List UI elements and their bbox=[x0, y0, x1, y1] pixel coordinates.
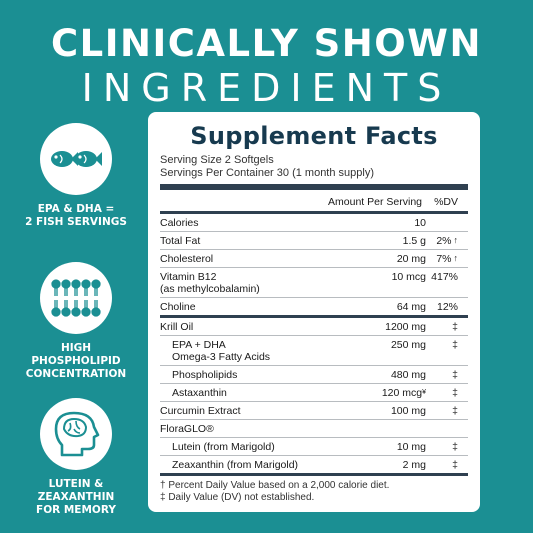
table-row: Cholesterol 20 mg 7% ↑ bbox=[160, 250, 468, 268]
dagger-mark: ↑ bbox=[453, 252, 459, 263]
headline-line1: CLINICALLY SHOWN bbox=[51, 22, 482, 65]
feature-lutein: LUTEIN & ZEAXANTHIN FOR MEMORY bbox=[20, 398, 132, 517]
divider bbox=[160, 211, 468, 214]
feature-caption: LUTEIN & ZEAXANTHIN FOR MEMORY bbox=[36, 478, 116, 516]
header-amount: Amount Per Serving bbox=[328, 196, 422, 208]
table-row: Curcumin Extract 100 mg ‡ bbox=[160, 402, 468, 420]
table-row: Calories 10 bbox=[160, 214, 468, 232]
table-row: Zeaxanthin (from Marigold) 2 mg ‡ bbox=[160, 456, 468, 476]
table-header: Amount Per Serving %DV bbox=[160, 193, 468, 211]
supplement-facts-panel: Supplement Facts Serving Size 2 Softgels… bbox=[148, 112, 480, 512]
feature-caption: HIGH PHOSPHOLIPID CONCENTRATION bbox=[25, 342, 127, 380]
feature-epa-dha: EPA & DHA = 2 FISH SERVINGS bbox=[20, 123, 132, 229]
footnote: ‡ Daily Value (DV) not established. bbox=[160, 492, 315, 503]
brain-head-icon bbox=[40, 398, 112, 470]
headline-line2: INGREDIENTS bbox=[81, 66, 452, 110]
servings-per-container: Servings Per Container 30 (1 month suppl… bbox=[160, 167, 374, 179]
table-row: Astaxanthin 120 mcg¥ ‡ bbox=[160, 384, 468, 402]
serving-size: Serving Size 2 Softgels bbox=[160, 154, 274, 166]
table-row: Lutein (from Marigold) 10 mg ‡ bbox=[160, 438, 468, 456]
footnote: † Percent Daily Value based on a 2,000 c… bbox=[160, 480, 390, 491]
header-dv: %DV bbox=[434, 196, 458, 208]
table-row: FloraGLO® bbox=[160, 420, 468, 438]
table-row: Phospholipids 480 mg ‡ bbox=[160, 366, 468, 384]
yen-mark: ¥ bbox=[422, 388, 426, 396]
table-row: EPA + DHA Omega-3 Fatty Acids 250 mg ‡ bbox=[160, 336, 468, 366]
footnotes: † Percent Daily Value based on a 2,000 c… bbox=[160, 480, 468, 504]
fish-icon bbox=[40, 123, 112, 195]
feature-caption: EPA & DHA = 2 FISH SERVINGS bbox=[25, 203, 127, 228]
table-row: Vitamin B12 (as methylcobalamin) 10 mcg 4… bbox=[160, 268, 468, 298]
dagger-mark: ↑ bbox=[453, 234, 459, 245]
divider bbox=[160, 184, 468, 190]
panel-title: Supplement Facts bbox=[190, 122, 438, 150]
table-row: Krill Oil 1200 mg ‡ bbox=[160, 318, 468, 336]
table-row: Total Fat 1.5 g 2% ↑ bbox=[160, 232, 468, 250]
feature-phospholipid: HIGH PHOSPHOLIPID CONCENTRATION bbox=[20, 262, 132, 381]
table-row: Choline 64 mg 12% bbox=[160, 298, 468, 318]
phospholipid-icon bbox=[40, 262, 112, 334]
